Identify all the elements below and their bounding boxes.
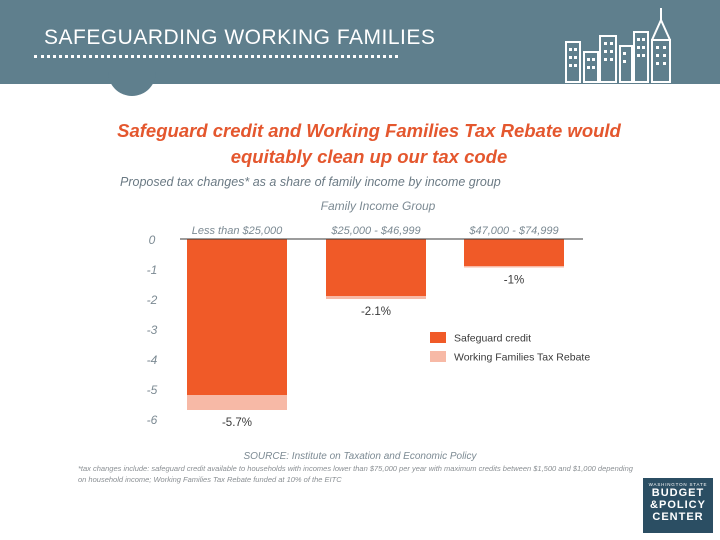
data-label: -1% [504, 275, 524, 287]
budget-policy-center-logo: WASHINGTON STATE BUDGET &POLICY CENTER [643, 478, 713, 533]
source-note: SOURCE: Institute on Taxation and Econom… [243, 451, 477, 462]
footnote: *tax changes include: safeguard credit a… [78, 464, 633, 484]
chart-title: Safeguard credit and Working Families Ta… [60, 118, 678, 170]
bar-working-families-rebate [326, 296, 426, 299]
y-tick-label: -6 [147, 413, 158, 427]
category-label: $47,000 - $74,999 [468, 225, 558, 237]
legend-label: Safeguard credit [454, 333, 531, 345]
y-tick-label: -4 [147, 353, 158, 367]
chart-title-line-1: Safeguard credit and Working Families Ta… [117, 120, 621, 141]
logo-line-3: CENTER [652, 511, 704, 523]
chart-title-line-2: equitably clean up our tax code [230, 146, 508, 167]
category-label: Less than $25,000 [192, 225, 283, 237]
data-label: -2.1% [361, 306, 391, 318]
logo-line-2: &POLICY [650, 499, 706, 511]
bar-safeguard-credit [187, 239, 287, 395]
y-tick-label: 0 [149, 233, 156, 247]
y-tick-label: -2 [147, 293, 158, 307]
y-tick-label: -3 [147, 323, 158, 337]
bar-safeguard-credit [464, 239, 564, 266]
x-axis-title: Family Income Group [321, 199, 436, 213]
logo-line-1: BUDGET [651, 487, 705, 499]
title-dotted-rule [34, 55, 398, 58]
data-label: -5.7% [222, 417, 252, 429]
legend-label: Working Families Tax Rebate [454, 352, 590, 364]
bar-working-families-rebate [187, 395, 287, 410]
slide-title: SAFEGUARDING WORKING FAMILIES [44, 26, 436, 49]
bar-safeguard-credit [326, 239, 426, 296]
category-label: $25,000 - $46,999 [330, 225, 420, 237]
bar-working-families-rebate [464, 266, 564, 268]
legend-swatch [430, 351, 446, 362]
y-tick-label: -5 [147, 383, 158, 397]
legend-swatch [430, 332, 446, 343]
y-tick-label: -1 [147, 263, 158, 277]
logo-top-text: WASHINGTON STATE [648, 482, 708, 487]
city-skyline-icon [565, 8, 671, 83]
chart-subtitle: Proposed tax changes* as a share of fami… [120, 175, 501, 189]
